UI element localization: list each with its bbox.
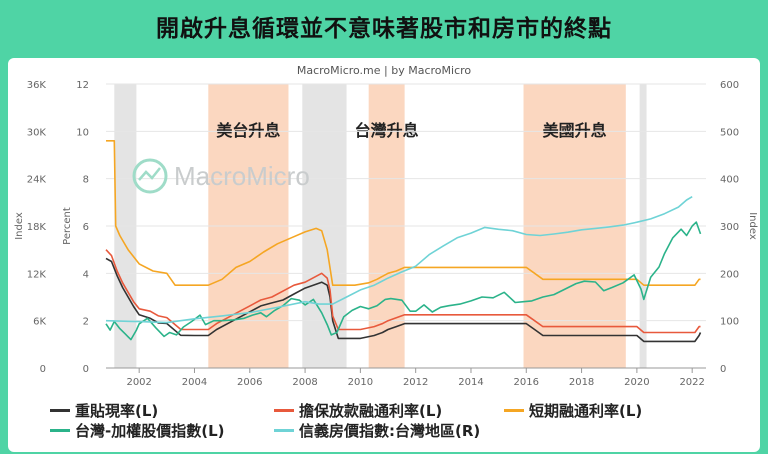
- legend-swatch: [50, 429, 70, 432]
- right-index-tick-label: 300: [720, 222, 739, 233]
- hike-period-label: 美台升息: [216, 121, 280, 140]
- left-percent-axis-title: Percent: [62, 207, 73, 245]
- page-title: 開啟升息循環並不意味著股市和房市的終點: [156, 16, 612, 42]
- right-index-tick-label: 0: [720, 364, 726, 375]
- taiex-line: [105, 221, 702, 341]
- x-tick-label: 2008: [292, 377, 317, 388]
- x-tick-label: 2012: [403, 377, 428, 388]
- legend-swatch: [274, 429, 294, 432]
- legend-label: 信義房價指數:台灣地區(R): [299, 422, 481, 440]
- left-index-tick-label: 0: [40, 364, 46, 375]
- left-index-tick-label: 18K: [27, 222, 47, 233]
- chart-source: MacroMicro.me | by MacroMicro: [297, 64, 472, 77]
- left-index-axis-title: Index: [14, 212, 25, 240]
- short-term-rate-line: [106, 140, 701, 286]
- x-tick-label: 2002: [126, 377, 151, 388]
- left-percent-tick-label: 0: [83, 364, 89, 375]
- x-tick-label: 2020: [624, 377, 649, 388]
- legend-label: 台灣-加權股價指數(L): [75, 422, 225, 440]
- x-tick-label: 2018: [569, 377, 594, 388]
- watermark-logo-glyph-icon: [138, 167, 161, 181]
- left-index-tick-label: 36K: [27, 80, 47, 91]
- x-tick-label: 2010: [348, 377, 373, 388]
- left-percent-tick-label: 4: [83, 269, 89, 280]
- left-percent-tick-label: 2: [83, 317, 89, 328]
- line-chart: 美台升息 台灣升息 美國升息 MacroMicro 0 0 0 6K 2 100 12K 4 200…: [14, 64, 758, 388]
- left-percent-tick-label: 8: [83, 175, 89, 186]
- house-price-index-line: [105, 196, 693, 324]
- watermark-text: MacroMicro: [174, 161, 310, 191]
- left-index-tick-label: 24K: [27, 175, 47, 186]
- right-index-tick-label: 400: [720, 175, 739, 186]
- legend-swatch: [274, 409, 294, 412]
- legend-label: 重貼現率(L): [75, 402, 159, 420]
- legend-swatch: [504, 409, 524, 412]
- left-index-tick-label: 30K: [27, 127, 47, 138]
- x-tick-label: 2014: [458, 377, 483, 388]
- watermark-logo-icon: [132, 158, 168, 194]
- x-tick-label: 2022: [679, 377, 704, 388]
- left-index-tick-label: 6K: [33, 317, 46, 328]
- left-percent-tick-label: 12: [76, 80, 89, 91]
- left-index-tick-label: 12K: [27, 269, 47, 280]
- right-index-axis-title: Index: [747, 212, 758, 240]
- left-percent-tick-label: 10: [76, 127, 89, 138]
- secured-loan-rate-line: [105, 249, 701, 334]
- x-tick-label: 2006: [237, 377, 262, 388]
- legend-label: 短期融通利率(L): [529, 402, 643, 420]
- right-index-tick-label: 100: [720, 317, 739, 328]
- legend-item-short-term-rate[interactable]: 短期融通利率(L): [504, 400, 642, 421]
- watermark: MacroMicro: [132, 158, 310, 194]
- right-index-tick-label: 600: [720, 80, 739, 91]
- legend-item-discount-rate[interactable]: 重貼現率(L): [50, 400, 158, 421]
- legend-item-taiex[interactable]: 台灣-加權股價指數(L): [50, 420, 225, 441]
- legend-label: 擔保放款融通利率(L): [299, 402, 443, 420]
- x-tick-label: 2004: [182, 377, 207, 388]
- hike-period-label: 美國升息: [543, 121, 607, 140]
- legend-swatch: [50, 409, 70, 412]
- right-index-tick-label: 500: [720, 127, 739, 138]
- x-tick-label: 2016: [514, 377, 539, 388]
- discount-rate-line: [105, 257, 702, 343]
- left-percent-tick-label: 6: [83, 222, 89, 233]
- chart-card: 美台升息 台灣升息 美國升息 MacroMicro 0 0 0 6K 2 100 12K 4 200…: [8, 58, 760, 452]
- legend-item-secured-loan-rate[interactable]: 擔保放款融通利率(L): [274, 400, 442, 421]
- legend-item-house-price-index[interactable]: 信義房價指數:台灣地區(R): [274, 420, 480, 441]
- right-index-tick-label: 200: [720, 269, 739, 280]
- hike-period-label: 台灣升息: [355, 121, 419, 140]
